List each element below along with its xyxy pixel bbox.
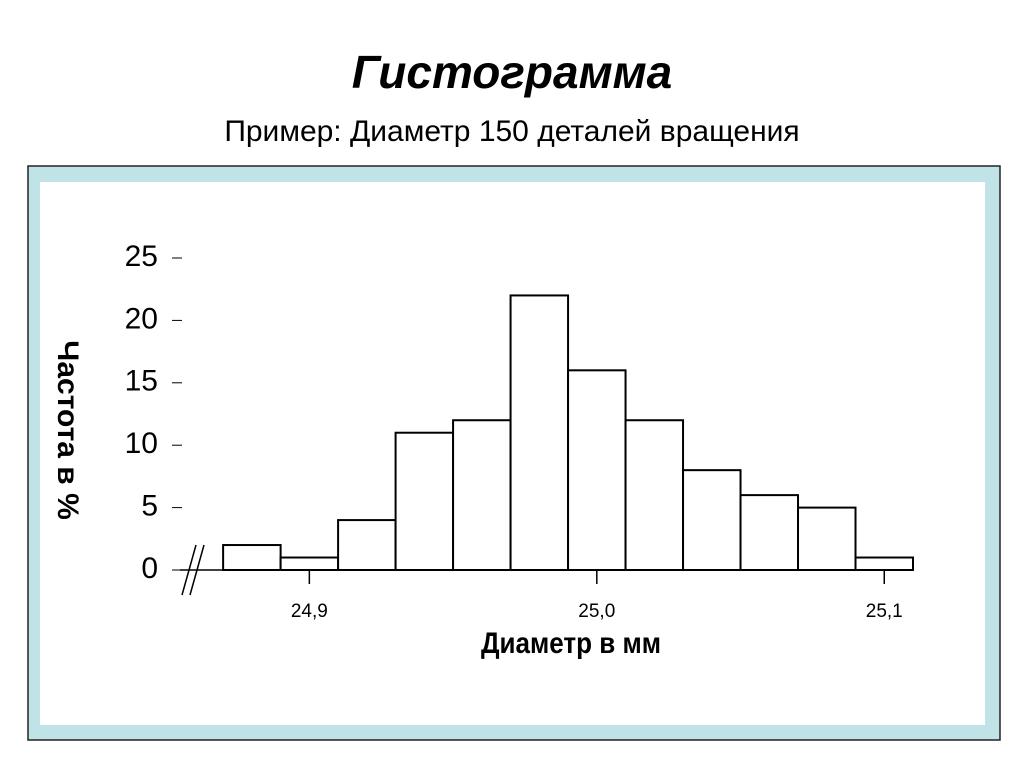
bar xyxy=(222,544,282,571)
bar xyxy=(624,419,685,571)
bar xyxy=(567,369,627,571)
x-tick-label: 25,0 xyxy=(578,601,615,622)
bar xyxy=(739,494,800,571)
y-tick-label: 10 xyxy=(125,427,158,460)
y-tick-label: 25 xyxy=(125,240,158,273)
bar xyxy=(797,506,857,572)
bar xyxy=(452,419,512,571)
x-tick-label: 24,9 xyxy=(291,601,328,622)
bar xyxy=(682,469,742,571)
bar xyxy=(279,556,340,572)
chart-title: Гистограмма xyxy=(352,46,672,98)
y-tick-label: 0 xyxy=(141,552,158,585)
bar xyxy=(337,519,397,572)
bar xyxy=(854,556,915,572)
bar xyxy=(394,431,455,571)
chart-subtitle: Пример: Диаметр 150 деталей вращения xyxy=(224,115,799,148)
y-tick-label: 15 xyxy=(125,365,158,398)
x-axis-label: Диаметр в мм xyxy=(481,627,661,660)
bar xyxy=(509,294,570,571)
x-tick-label: 25,1 xyxy=(866,601,903,622)
y-axis-label: Частота в % xyxy=(51,340,84,520)
y-tick-label: 20 xyxy=(125,302,158,335)
y-tick-label: 5 xyxy=(141,490,158,523)
